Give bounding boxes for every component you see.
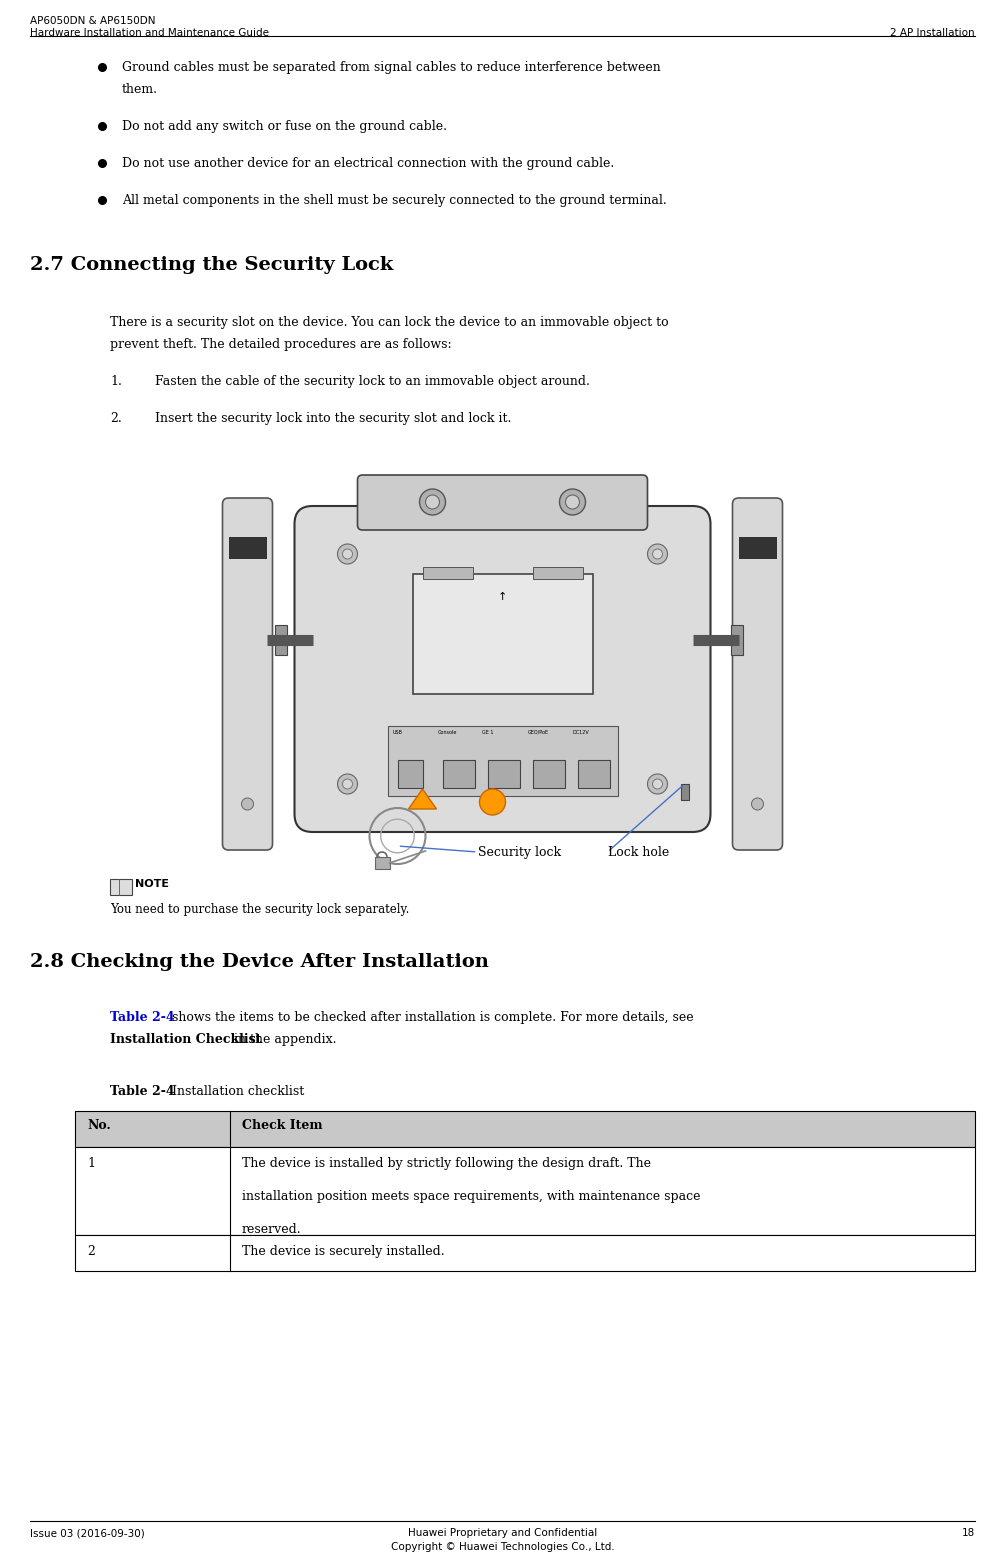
Bar	[75, 1110, 975, 1146]
Text: Console: Console	[437, 730, 457, 734]
Text: Issue 03 (2016-09-30): Issue 03 (2016-09-30)	[30, 1528, 145, 1538]
Text: Hardware Installation and Maintenance Guide: Hardware Installation and Maintenance Gu…	[30, 28, 269, 38]
FancyBboxPatch shape	[358, 474, 647, 529]
Text: installation position meets space requirements, with maintenance space: installation position meets space requir…	[242, 1190, 700, 1203]
Circle shape	[479, 789, 506, 814]
Text: DC12V: DC12V	[573, 730, 589, 734]
Polygon shape	[408, 789, 436, 810]
Bar	[388, 727, 617, 796]
Text: Do not add any switch or fuse on the ground cable.: Do not add any switch or fuse on the gro…	[122, 121, 447, 133]
Text: shows the items to be checked after installation is complete. For more details, : shows the items to be checked after inst…	[168, 1012, 693, 1024]
Circle shape	[343, 550, 353, 559]
Text: Lock hole: Lock hole	[607, 846, 668, 860]
Text: Installation checklist: Installation checklist	[168, 1085, 305, 1098]
Circle shape	[752, 799, 764, 810]
Text: Ground cables must be separated from signal cables to reduce interference betwee: Ground cables must be separated from sig…	[122, 61, 660, 74]
Text: All metal components in the shell must be securely connected to the ground termi: All metal components in the shell must b…	[122, 194, 666, 207]
Bar	[75, 1236, 975, 1272]
Text: Table 2-4: Table 2-4	[110, 1085, 175, 1098]
Text: 2: 2	[87, 1245, 94, 1257]
Bar	[228, 537, 266, 559]
FancyBboxPatch shape	[733, 498, 783, 850]
Text: Security lock: Security lock	[477, 846, 561, 860]
Bar	[274, 625, 286, 655]
Circle shape	[652, 778, 662, 789]
Text: prevent theft. The detailed procedures are as follows:: prevent theft. The detailed procedures a…	[110, 338, 451, 351]
Text: them.: them.	[122, 83, 158, 96]
Circle shape	[338, 543, 358, 564]
Text: in the appendix.: in the appendix.	[230, 1034, 337, 1046]
Circle shape	[652, 550, 662, 559]
Text: The device is securely installed.: The device is securely installed.	[242, 1245, 444, 1257]
Text: Copyright © Huawei Technologies Co., Ltd.: Copyright © Huawei Technologies Co., Ltd…	[391, 1543, 614, 1552]
Text: Huawei Proprietary and Confidential: Huawei Proprietary and Confidential	[408, 1528, 597, 1538]
FancyBboxPatch shape	[222, 498, 272, 850]
Bar	[731, 625, 743, 655]
Circle shape	[338, 774, 358, 794]
Bar	[680, 785, 688, 800]
Text: Installation Checklist: Installation Checklist	[110, 1034, 261, 1046]
Text: Insert the security lock into the security slot and lock it.: Insert the security lock into the securi…	[155, 412, 512, 424]
Circle shape	[425, 495, 439, 509]
Circle shape	[566, 495, 580, 509]
Text: The device is installed by strictly following the design draft. The: The device is installed by strictly foll…	[242, 1157, 651, 1170]
Text: USB: USB	[393, 730, 402, 734]
Text: 2 AP Installation: 2 AP Installation	[890, 28, 975, 38]
Text: Table 2-4: Table 2-4	[110, 1012, 175, 1024]
Bar	[578, 760, 609, 788]
Text: 2.: 2.	[110, 412, 122, 424]
Text: Check Item: Check Item	[242, 1120, 323, 1132]
Bar	[739, 537, 777, 559]
Bar	[422, 567, 472, 579]
Circle shape	[241, 799, 253, 810]
Text: NOTE: NOTE	[135, 879, 169, 889]
Bar	[75, 1146, 975, 1236]
Text: AP6050DN & AP6150DN: AP6050DN & AP6150DN	[30, 16, 156, 27]
Circle shape	[647, 774, 667, 794]
Text: 2.7 Connecting the Security Lock: 2.7 Connecting the Security Lock	[30, 255, 393, 274]
Bar	[487, 760, 520, 788]
Circle shape	[647, 543, 667, 564]
Bar	[533, 760, 565, 788]
Text: ↑: ↑	[497, 592, 508, 601]
Text: GEO/PoE: GEO/PoE	[528, 730, 549, 734]
Bar	[412, 575, 593, 694]
Bar	[442, 760, 474, 788]
Text: There is a security slot on the device. You can lock the device to an immovable : There is a security slot on the device. …	[110, 316, 668, 329]
Text: GE 1: GE 1	[482, 730, 494, 734]
Text: 1.: 1.	[110, 374, 122, 388]
Text: 18: 18	[962, 1528, 975, 1538]
Text: No.: No.	[87, 1120, 111, 1132]
Text: You need to purchase the security lock separately.: You need to purchase the security lock s…	[110, 904, 409, 916]
FancyBboxPatch shape	[294, 506, 711, 832]
Circle shape	[560, 489, 586, 515]
Text: 1: 1	[87, 1157, 95, 1170]
Text: Fasten the cable of the security lock to an immovable object around.: Fasten the cable of the security lock to…	[155, 374, 590, 388]
Text: Do not use another device for an electrical connection with the ground cable.: Do not use another device for an electri…	[122, 157, 614, 171]
Text: reserved.: reserved.	[242, 1223, 302, 1236]
Bar	[533, 567, 583, 579]
Text: 2.8 Checking the Device After Installation: 2.8 Checking the Device After Installati…	[30, 954, 488, 971]
Bar	[398, 760, 422, 788]
Circle shape	[343, 778, 353, 789]
Circle shape	[419, 489, 445, 515]
Bar	[375, 857, 390, 869]
Bar	[110, 879, 132, 896]
